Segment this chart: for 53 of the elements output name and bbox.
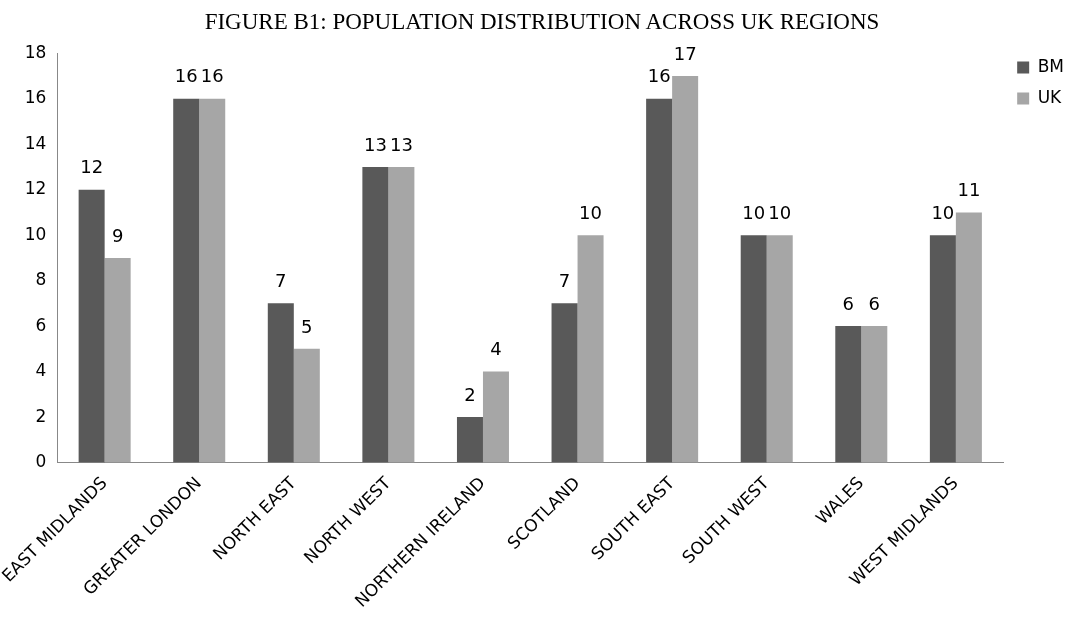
bar xyxy=(293,348,320,463)
y-tick-label: 14 xyxy=(24,132,47,153)
y-tick-label: 4 xyxy=(35,360,47,381)
data-label: 16 xyxy=(647,65,671,87)
data-label: 2 xyxy=(464,383,476,405)
data-label: 7 xyxy=(275,270,287,292)
y-tick-label: 6 xyxy=(35,314,47,335)
y-tick-label: 2 xyxy=(35,405,47,426)
data-label: 10 xyxy=(931,201,955,223)
bar xyxy=(78,189,105,463)
data-label: 6 xyxy=(842,292,855,314)
data-label: 7 xyxy=(558,270,571,292)
data-label: 10 xyxy=(768,201,792,223)
y-tick-label: 12 xyxy=(24,178,47,199)
bar xyxy=(173,98,200,463)
bar xyxy=(577,235,604,463)
data-label: 4 xyxy=(490,338,502,360)
data-label: 9 xyxy=(111,224,124,246)
bar xyxy=(766,235,793,463)
bar xyxy=(388,166,415,463)
bar xyxy=(955,212,982,463)
bar xyxy=(362,166,389,463)
legend-label: BM xyxy=(1037,55,1065,76)
bar xyxy=(646,98,673,463)
bar xyxy=(104,257,131,463)
bar xyxy=(482,371,509,463)
data-label: 10 xyxy=(579,201,603,223)
bar xyxy=(551,303,578,463)
y-tick-label: 0 xyxy=(35,450,47,471)
y-tick-label: 16 xyxy=(24,87,47,108)
bar xyxy=(267,303,294,463)
bar xyxy=(672,75,699,463)
bar xyxy=(456,417,483,463)
data-label: 13 xyxy=(389,133,413,155)
data-label: 6 xyxy=(868,292,881,314)
data-label: 5 xyxy=(301,315,313,337)
bar xyxy=(929,235,956,463)
data-label: 11 xyxy=(957,179,981,201)
legend-label: UK xyxy=(1037,86,1063,107)
bar xyxy=(861,326,888,463)
y-tick-label: 8 xyxy=(35,269,47,290)
bar xyxy=(740,235,767,463)
data-label: 17 xyxy=(673,42,697,64)
data-label: 10 xyxy=(742,201,766,223)
data-label: 16 xyxy=(174,65,198,87)
data-label: 13 xyxy=(363,133,387,155)
chart-title: FIGURE B1: POPULATION DISTRIBUTION ACROSS UK REGIONS xyxy=(203,8,881,36)
y-tick-label: 18 xyxy=(24,41,47,62)
bar xyxy=(835,326,862,463)
data-label: 16 xyxy=(200,65,224,87)
bar xyxy=(199,98,226,463)
y-tick-label: 10 xyxy=(24,223,47,244)
data-label: 12 xyxy=(80,156,104,178)
